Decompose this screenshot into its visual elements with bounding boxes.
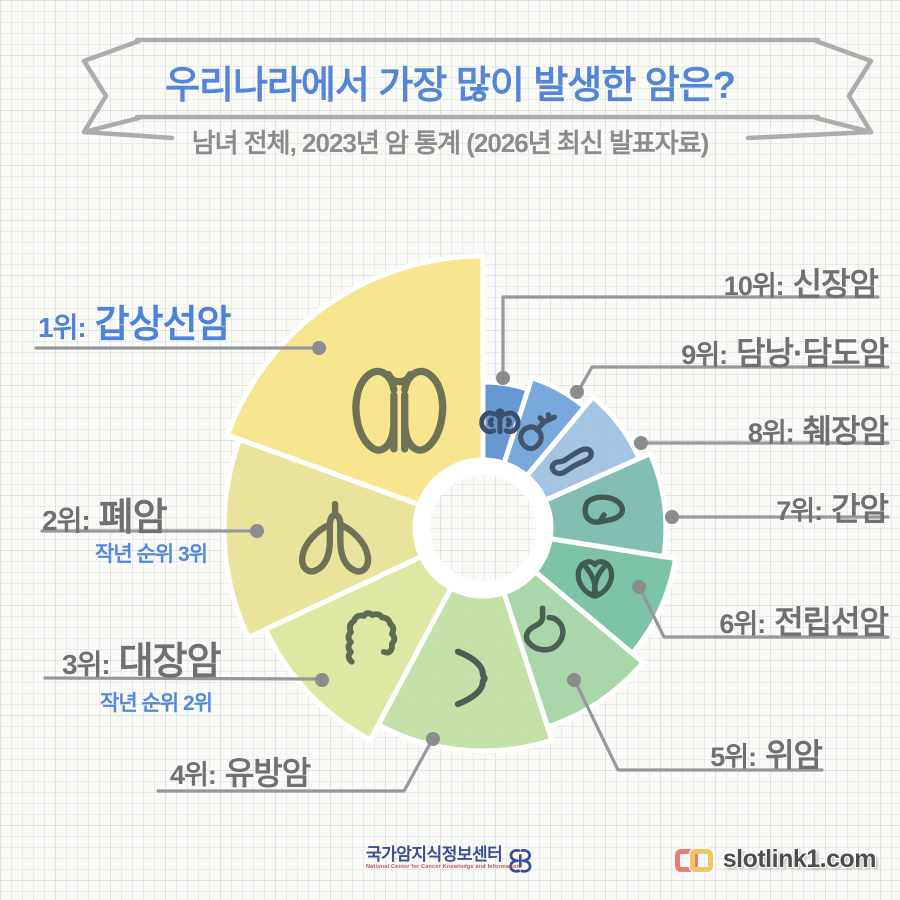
leader-line-rank-10 <box>501 295 880 374</box>
cancer-name: 신장암 <box>792 266 879 302</box>
leader-dot-rank-2 <box>250 524 264 538</box>
breast-icon <box>454 648 488 708</box>
cancer-name: 간암 <box>831 491 889 527</box>
rank-number: 2위: <box>42 505 91 536</box>
leader-dot-rank-7 <box>665 510 679 524</box>
rank-number: 8위: <box>747 418 795 448</box>
rank-label-5: 5위: 위암 <box>710 730 823 776</box>
leader-dot-rank-3 <box>315 673 329 687</box>
leader-dot-rank-8 <box>634 436 648 450</box>
leader-dot-rank-9 <box>570 385 584 399</box>
pancreas-icon <box>549 446 594 477</box>
leader-line-rank-9 <box>577 365 890 392</box>
rank-number: 9위: <box>681 340 728 370</box>
pie-chart <box>221 253 679 754</box>
rank-number: 5위: <box>710 742 757 772</box>
cancer-name: 췌장암 <box>802 413 889 449</box>
org-name: 국가암지식정보센터 <box>366 845 503 864</box>
footer-logo: 국가암지식정보센터 National Center for Cancer Kno… <box>366 846 520 871</box>
liver-icon <box>582 494 626 525</box>
lungs-icon <box>298 500 372 575</box>
cancer-name: 폐암 <box>98 497 168 539</box>
cancer-name: 담낭·담도암 <box>736 335 889 371</box>
watermark-link[interactable]: slotlink1.com <box>674 845 877 874</box>
org-logo-mark <box>509 849 532 873</box>
page-subtitle: 남녀 전체, 2023년 암 통계 (2026년 최신 발표자료) <box>191 128 710 158</box>
leader-line-rank-5 <box>574 681 824 772</box>
chain-link-icon <box>674 847 715 873</box>
last-year-rank-note: 작년 순위 3위 <box>95 543 208 566</box>
rank-number: 10위: <box>723 271 785 301</box>
page-title: 우리나라에서 가장 많이 발생한 암은? <box>165 65 736 107</box>
rank-label-8: 8위: 췌장암 <box>747 406 889 452</box>
rank-label-6: 6위: 전립선암 <box>719 597 889 643</box>
rank-label-7: 7위: 간암 <box>776 484 889 530</box>
stomach-icon <box>523 605 566 653</box>
rank-number: 7위: <box>776 496 823 526</box>
cancer-name: 갑상선암 <box>94 304 232 346</box>
watermark-text: slotlink1.com <box>722 845 877 873</box>
rank-label-4: 4위: 유방암 <box>170 748 311 794</box>
cancer-name: 전립선암 <box>774 604 889 640</box>
cancer-name: 위암 <box>765 737 823 773</box>
kidney-icon <box>479 408 521 435</box>
rank-number: 1위: <box>38 312 87 343</box>
leader-line-rank-3 <box>43 676 317 681</box>
leader-dot-rank-4 <box>426 732 440 746</box>
leader-lines <box>34 295 890 793</box>
thyroid-icon <box>352 367 447 454</box>
last-year-rank-note: 작년 순위 2위 <box>100 692 213 715</box>
rank-label-1: 1위: 갑상선암 <box>38 293 232 348</box>
organ-icons <box>298 367 626 708</box>
donut-hole-ring <box>414 459 552 597</box>
rank-number: 6위: <box>719 609 766 639</box>
cancer-name: 대장암 <box>118 641 222 683</box>
gallbladder-icon <box>518 412 558 452</box>
leader-line-rank-6 <box>639 588 890 639</box>
rank-label-3: 3위: 대장암 <box>62 630 222 685</box>
rank-label-10: 10위: 신장암 <box>723 259 879 305</box>
leader-dot-rank-6 <box>632 580 646 594</box>
org-subtitle: National Center for Cancer Knowledge and… <box>366 864 521 870</box>
leader-dot-rank-10 <box>496 371 510 385</box>
banner-ribbon <box>81 37 874 141</box>
cancer-name: 유방암 <box>224 755 311 791</box>
leader-line-rank-4 <box>156 740 433 793</box>
rank-label-9: 9위: 담낭·담도암 <box>681 328 889 374</box>
prostate-icon <box>575 559 615 599</box>
rank-number: 3위: <box>62 649 111 680</box>
leader-dot-rank-1 <box>312 341 326 355</box>
colon-icon <box>345 610 398 665</box>
rank-number: 4위: <box>170 760 217 790</box>
rank-label-2: 2위: 폐암 <box>42 486 168 541</box>
leader-dot-rank-5 <box>567 673 581 687</box>
